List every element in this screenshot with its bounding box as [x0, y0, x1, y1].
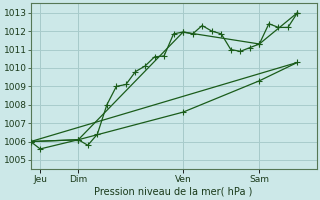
X-axis label: Pression niveau de la mer( hPa ): Pression niveau de la mer( hPa ) — [94, 187, 253, 197]
